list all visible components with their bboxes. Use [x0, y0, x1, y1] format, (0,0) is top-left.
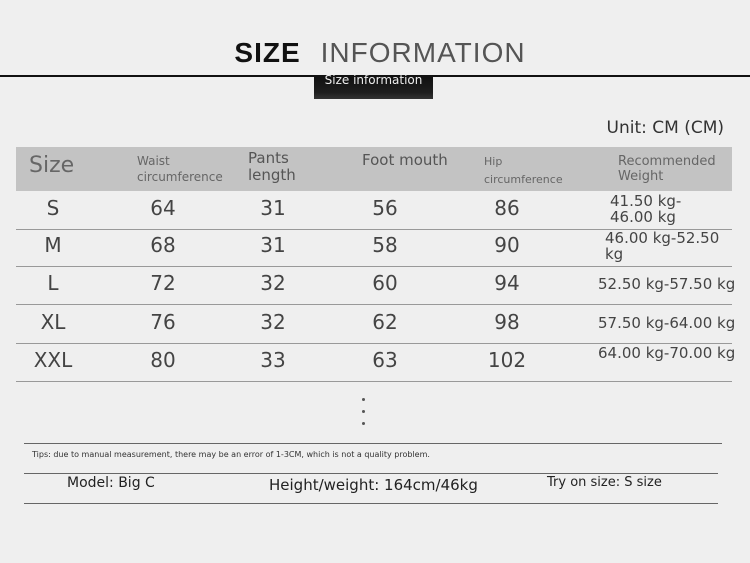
header-size: Size [29, 153, 75, 178]
cell-length: 32 [260, 271, 286, 295]
divider [24, 503, 718, 504]
table-row: L 72 32 60 94 52.50 kg-57.50 kg [16, 266, 735, 305]
cell-waist: 72 [150, 271, 176, 295]
cell-foot: 63 [372, 348, 398, 372]
subtitle-box: Size information [314, 74, 433, 99]
tips-text: Tips: due to manual measurement, there m… [32, 450, 430, 459]
cell-size: M [44, 233, 62, 257]
divider [24, 443, 722, 444]
title-light: INFORMATION [320, 37, 526, 68]
header-length: Pants length [248, 149, 296, 184]
cell-waist: 80 [150, 348, 176, 372]
header-weight: Recommended Weight [618, 154, 716, 184]
table-row: S 64 31 56 86 41.50 kg-46.00 kg [16, 191, 732, 230]
more-indicator [362, 398, 366, 434]
cell-size: S [46, 196, 60, 220]
cell-waist: 68 [150, 233, 176, 257]
cell-length: 32 [260, 310, 286, 334]
cell-size: L [47, 271, 59, 295]
cell-foot: 60 [372, 271, 398, 295]
page-title: SIZE INFORMATION [0, 36, 750, 69]
cell-hip: 86 [494, 196, 520, 220]
cell-hip: 94 [494, 271, 520, 295]
table-row: XL 76 32 62 98 57.50 kg-64.00 kg [16, 305, 735, 344]
header-foot: Foot mouth [362, 151, 448, 169]
cell-waist: 76 [150, 310, 176, 334]
cell-waist: 64 [150, 196, 176, 220]
cell-length: 31 [260, 233, 286, 257]
cell-foot: 62 [372, 310, 398, 334]
cell-weight: 57.50 kg-64.00 kg [598, 314, 736, 332]
title-bold: SIZE [234, 37, 301, 68]
table-row: M 68 31 58 90 46.00 kg-52.50 kg [16, 228, 732, 267]
cell-size: XXL [33, 348, 73, 372]
cell-length: 33 [260, 348, 286, 372]
cell-weight: 64.00 kg-70.00 kg [598, 344, 736, 362]
unit-label: Unit: CM (CM) [606, 118, 724, 138]
model-height-weight: Height/weight: 164cm/46kg [269, 476, 478, 494]
cell-weight: 52.50 kg-57.50 kg [598, 275, 736, 293]
cell-weight: 41.50 kg-46.00 kg [610, 192, 682, 226]
cell-hip: 98 [494, 310, 520, 334]
cell-weight: 46.00 kg-52.50 kg [605, 229, 720, 263]
cell-size: XL [40, 310, 66, 334]
table-header: Size Waist circumference Pants length Fo… [16, 147, 732, 191]
cell-foot: 56 [372, 196, 398, 220]
cell-hip: 102 [487, 348, 527, 372]
try-on-size: Try on size: S size [547, 475, 662, 490]
model-name: Model: Big C [67, 475, 155, 491]
cell-length: 31 [260, 196, 286, 220]
divider [0, 75, 750, 77]
cell-hip: 90 [494, 233, 520, 257]
table-row: XXL 80 33 63 102 64.00 kg-70.00 kg [16, 343, 735, 382]
cell-foot: 58 [372, 233, 398, 257]
header-hip: Hip circumference [484, 155, 563, 186]
header-waist: Waist circumference [137, 154, 223, 184]
divider [24, 473, 718, 474]
